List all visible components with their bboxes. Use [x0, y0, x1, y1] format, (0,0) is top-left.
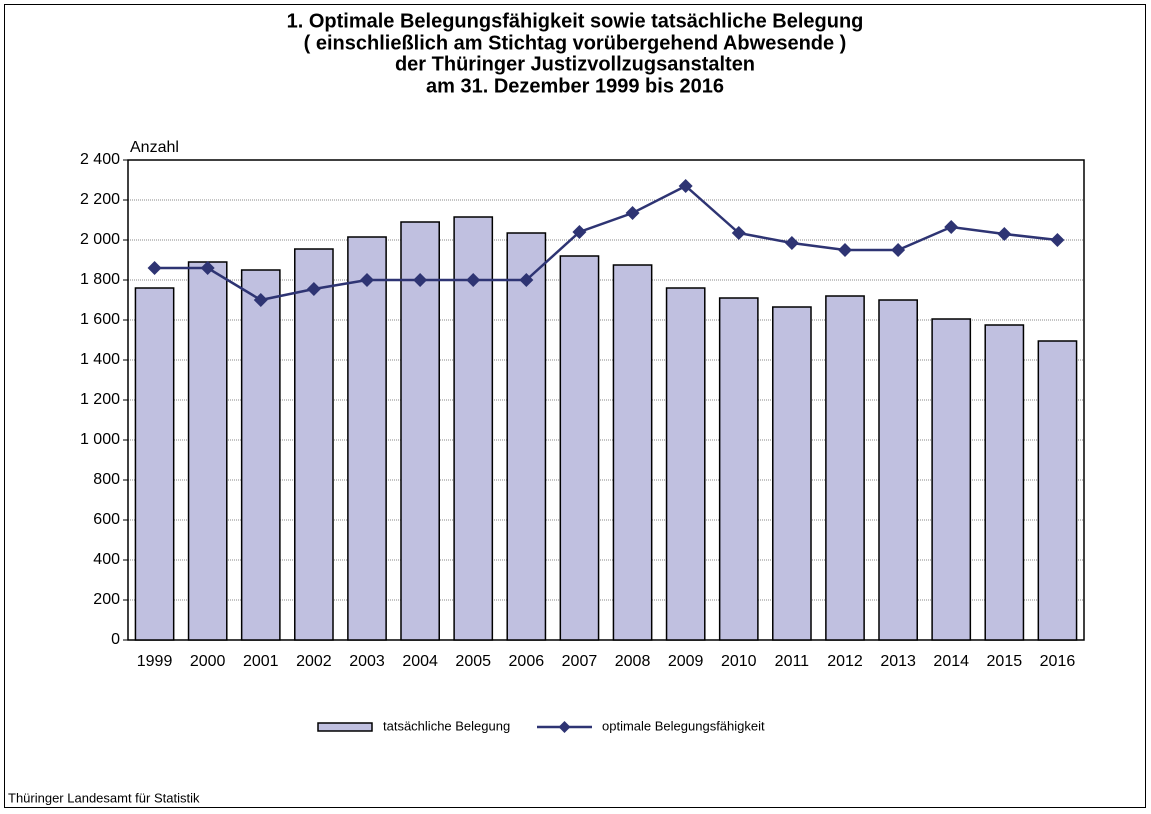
x-tick-label: 2000 [190, 653, 226, 670]
x-tick-label: 2004 [402, 653, 438, 670]
marker [784, 236, 799, 250]
marker [200, 261, 215, 275]
x-tick-label: 1999 [137, 653, 173, 670]
x-tick-label: 2008 [615, 653, 651, 670]
marker [572, 225, 587, 239]
x-tick-label: 2013 [880, 653, 916, 670]
x-tick-label: 2016 [1040, 653, 1076, 670]
x-tick-label: 2001 [243, 653, 279, 670]
x-tick-label: 2009 [668, 653, 704, 670]
marker [678, 179, 693, 193]
x-tick-label: 2015 [987, 653, 1023, 670]
x-tick-label: 2005 [455, 653, 491, 670]
bar [347, 236, 387, 641]
legend-marker [558, 721, 571, 733]
marker [413, 273, 428, 287]
bar [878, 299, 918, 641]
source: Thüringer Landesamt für Statistik [8, 790, 200, 805]
marker [731, 226, 746, 240]
x-tick-label: 2006 [509, 653, 545, 670]
bar [612, 264, 653, 641]
x-tick-label: 2012 [827, 653, 863, 670]
y-tick-label: 1 400 [80, 351, 120, 368]
bar [134, 287, 175, 641]
x-tick-label: 2010 [721, 653, 757, 670]
marker [997, 227, 1012, 241]
marker [519, 273, 534, 287]
legend-swatch [317, 722, 373, 732]
marker [891, 243, 906, 257]
x-tick-label: 2003 [349, 653, 385, 670]
y-tick-label: 2 200 [80, 191, 120, 208]
legend-label: optimale Belegungsfähigkeit [602, 718, 765, 733]
y-tick-label: 2 000 [80, 231, 120, 248]
bar [772, 306, 812, 641]
y-tick-label: 200 [93, 591, 120, 608]
y-tick-label: 1 000 [80, 431, 120, 448]
marker [625, 206, 640, 220]
plot-area [127, 159, 1085, 641]
bar [665, 287, 706, 641]
y-tick-label: 1 800 [80, 271, 120, 288]
marker [147, 261, 162, 275]
x-tick-label: 2011 [775, 653, 810, 670]
bar [1037, 340, 1078, 641]
marker [360, 273, 374, 287]
marker [1050, 233, 1065, 247]
y-tick-label: 600 [93, 511, 120, 528]
y-tick-label: 0 [111, 631, 120, 648]
chart-title: 1. Optimale Belegungsfähigkeit sowie tat… [287, 10, 864, 32]
y-tick-label: 1 200 [80, 391, 120, 408]
bar [931, 318, 972, 641]
bar [187, 261, 228, 641]
marker [838, 243, 852, 257]
x-tick-label: 2002 [296, 653, 332, 670]
bar [400, 221, 440, 641]
x-tick-label: 2007 [562, 653, 598, 670]
chart-title: am 31. Dezember 1999 bis 2016 [426, 75, 724, 97]
marker [253, 293, 268, 307]
marker [306, 282, 321, 296]
legend-label: tatsächliche Belegung [383, 718, 510, 733]
bar [825, 295, 865, 641]
x-tick-label: 2014 [933, 653, 969, 670]
bar [506, 232, 547, 641]
y-tick-label: 400 [93, 551, 120, 568]
marker [466, 273, 481, 287]
y-tick-label: 1 600 [80, 311, 120, 328]
bar [718, 297, 759, 641]
chart-title: der Thüringer Justizvollzugsanstalten [395, 53, 755, 75]
bar [559, 255, 600, 641]
bar [984, 324, 1025, 641]
bar [453, 216, 494, 641]
line [154, 184, 1058, 302]
y-tick-label: 2 400 [80, 151, 120, 168]
y-axis-label: Anzahl [130, 139, 179, 156]
bar [240, 269, 281, 641]
y-tick-label: 800 [93, 471, 120, 488]
chart-title: ( einschließlich am Stichtag vorübergehe… [304, 32, 847, 54]
bar [294, 248, 334, 641]
marker [944, 220, 959, 234]
